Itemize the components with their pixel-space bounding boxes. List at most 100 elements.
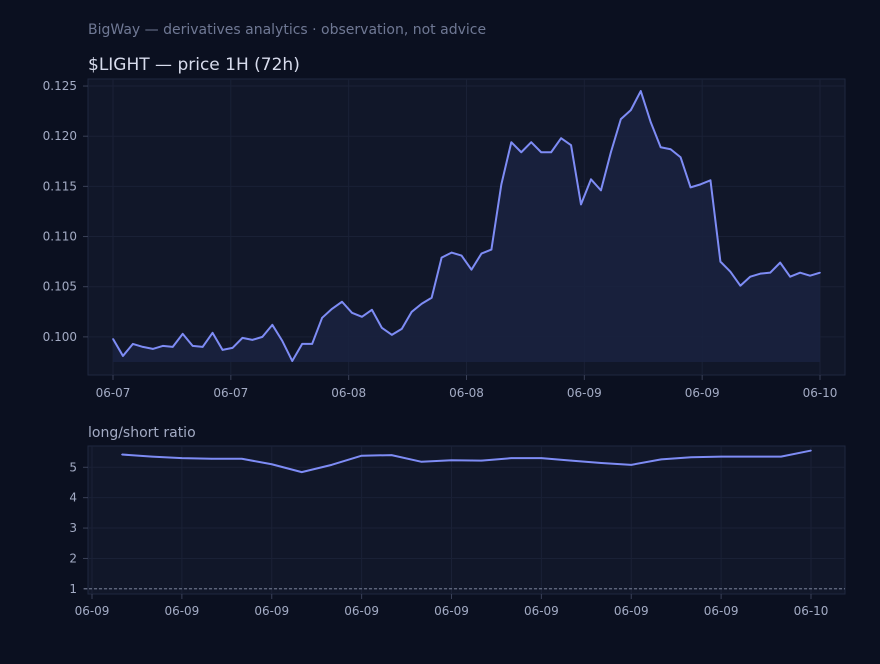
- price-point: [420, 302, 423, 305]
- price-point: [570, 144, 572, 147]
- ls-x-tick-label: 06-09: [75, 604, 110, 618]
- ls-x-tick-label: 06-09: [344, 604, 379, 618]
- ls-point: [540, 457, 543, 459]
- price-point: [729, 270, 732, 273]
- ls-point: [720, 455, 722, 458]
- price-y-tick-label: 0.105: [43, 280, 77, 294]
- price-point: [639, 90, 642, 92]
- ls-point: [660, 458, 663, 461]
- ls-point: [330, 464, 333, 466]
- price-point: [201, 346, 204, 348]
- price-point: [311, 343, 313, 345]
- price-point: [291, 360, 294, 362]
- price-point: [381, 327, 383, 329]
- price-point: [241, 337, 244, 339]
- ls-y-tick-label: 4: [69, 491, 77, 505]
- price-point: [191, 345, 194, 347]
- ls-point: [450, 459, 453, 462]
- ls-x-tick-label: 06-09: [614, 604, 649, 618]
- price-point: [550, 151, 552, 154]
- ls-y-tick-label: 2: [69, 551, 77, 565]
- price-point: [580, 203, 582, 206]
- price-point: [142, 346, 144, 348]
- price-point: [271, 324, 274, 326]
- price-point: [659, 146, 662, 149]
- price-x-tick-label: 06-09: [685, 386, 720, 400]
- price-point: [440, 256, 443, 259]
- price-point: [510, 141, 513, 144]
- price-point: [520, 151, 523, 154]
- price-point: [620, 118, 622, 120]
- price-chart-series: [112, 90, 821, 362]
- price-point: [709, 179, 712, 182]
- ls-point: [750, 455, 752, 458]
- price-point: [261, 336, 264, 338]
- price-point: [450, 251, 453, 254]
- ls-point: [121, 453, 123, 456]
- price-point: [739, 284, 742, 287]
- price-point: [221, 349, 224, 351]
- price-point: [430, 296, 433, 299]
- price-point: [759, 272, 762, 275]
- price-point: [789, 275, 791, 278]
- ls-point: [211, 457, 213, 460]
- price-point: [351, 311, 353, 314]
- ls-point: [690, 456, 692, 459]
- page-caption: BigWay — derivatives analytics · observa…: [88, 22, 486, 38]
- price-area-fill: [113, 91, 820, 362]
- price-point: [669, 148, 672, 151]
- price-x-tick-label: 06-08: [331, 386, 366, 400]
- ls-point: [510, 457, 513, 459]
- price-x-tick-label: 06-08: [449, 386, 484, 400]
- price-point: [610, 151, 612, 154]
- price-point: [211, 332, 214, 334]
- price-point: [251, 339, 254, 341]
- price-point: [699, 183, 702, 186]
- price-point: [769, 271, 772, 274]
- price-y-tick-label: 0.125: [43, 79, 77, 93]
- price-point: [301, 343, 303, 345]
- price-point: [331, 307, 333, 310]
- price-point: [161, 345, 164, 347]
- price-y-tick-label: 0.110: [43, 230, 77, 244]
- ls-point: [600, 462, 603, 464]
- price-point: [809, 274, 811, 277]
- price-point: [719, 260, 722, 263]
- ls-point: [270, 463, 273, 466]
- ls-x-tick-label: 06-09: [434, 604, 469, 618]
- price-point: [371, 308, 373, 311]
- ls-x-tick-label: 06-09: [164, 604, 199, 618]
- ls-x-tick-label: 06-09: [254, 604, 289, 618]
- ls-point: [630, 464, 633, 466]
- price-series-line: [112, 90, 821, 362]
- ls-point: [300, 471, 303, 473]
- ls-y-tick-label: 1: [69, 582, 77, 596]
- ls-point: [810, 449, 812, 452]
- price-x-tick-label: 06-10: [803, 386, 838, 400]
- price-point: [500, 183, 503, 186]
- ls-x-tick-label: 06-10: [794, 604, 829, 618]
- ls-chart-series: [84, 449, 845, 590]
- price-point: [480, 252, 483, 255]
- price-point: [152, 348, 154, 350]
- price-x-tick-label: 06-07: [213, 386, 248, 400]
- price-y-tick-label: 0.120: [43, 129, 77, 143]
- price-point: [530, 141, 533, 144]
- price-point: [470, 268, 473, 271]
- price-point: [490, 248, 493, 251]
- price-point: [112, 338, 114, 340]
- price-point: [391, 334, 393, 336]
- price-x-tick-label: 06-09: [567, 386, 602, 400]
- price-point: [560, 137, 562, 139]
- price-point: [819, 271, 821, 274]
- price-point: [749, 275, 752, 278]
- ls-point: [360, 454, 363, 457]
- price-point: [540, 151, 542, 154]
- price-point: [400, 328, 403, 330]
- ls-chart-title: long/short ratio: [88, 425, 196, 441]
- price-point: [460, 254, 463, 257]
- ls-y-tick-label: 5: [69, 460, 77, 474]
- price-point: [630, 109, 632, 111]
